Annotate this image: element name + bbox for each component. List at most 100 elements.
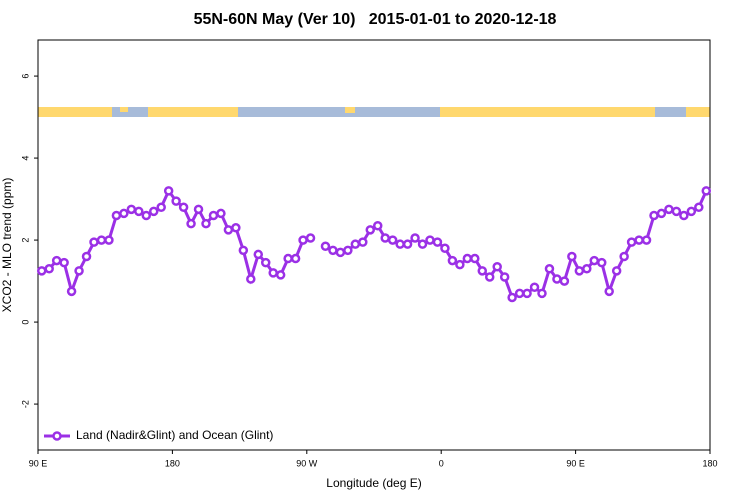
marker [163,186,174,196]
y-tick-label: 6 [20,74,30,79]
marker [574,266,585,276]
marker [671,206,682,217]
marker [231,223,241,233]
x-tick-label: 90 E [29,458,48,468]
marker [216,208,226,219]
marker [343,245,353,256]
x-tick-label: 0 [439,458,444,468]
marker [462,253,473,264]
marker [36,266,47,276]
marker [298,235,308,245]
chart-title: 55N-60N May (Ver 10) 2015-01-01 to 2020-… [194,11,557,28]
marker [694,202,704,213]
marker [567,251,577,262]
marker [552,274,562,284]
marker [193,204,204,215]
marker [514,288,525,299]
marker [522,288,532,299]
marker [447,255,458,266]
marker [365,225,376,235]
marker [104,235,114,245]
marker [89,237,99,247]
marker [111,210,122,221]
marker [186,218,196,229]
marker [268,268,278,278]
land-band [148,107,238,117]
marker [477,266,488,276]
marker [425,235,435,245]
marker [395,239,405,249]
marker [507,292,517,303]
ocean-band [38,107,710,117]
marker [81,251,92,262]
marker [679,210,689,221]
marker [611,266,622,276]
marker [178,202,189,213]
marker [380,233,390,243]
marker [96,235,107,245]
marker [171,196,181,206]
land-band [38,107,112,117]
marker [208,210,219,221]
marker [529,282,540,292]
marker [664,204,674,215]
marker [537,288,547,299]
marker [290,253,301,264]
marker [66,286,77,297]
land-band [686,107,710,117]
y-tick-label: 2 [20,238,30,243]
marker [246,274,256,284]
land-ocean-strip [38,107,710,117]
marker [223,225,234,235]
marker [59,257,69,268]
marker [156,202,166,213]
marker [134,206,144,217]
marker [44,264,54,274]
marker [328,245,338,256]
marker [275,270,286,280]
marker [283,253,293,264]
marker [440,243,450,254]
y-tick-label: 0 [20,320,30,325]
marker [626,237,637,247]
marker [410,233,420,243]
land-band [120,107,128,112]
marker [484,272,495,282]
marker [372,220,383,231]
legend-marker [52,431,62,441]
marker [649,210,659,221]
x-tick-label: 180 [702,458,717,468]
marker [350,239,361,249]
marker [417,239,428,249]
marker [148,206,159,217]
marker [604,286,614,297]
y-tick-label: -2 [20,400,30,408]
series-line [41,187,708,300]
marker [455,259,465,270]
marker [402,239,413,249]
x-tick-label: 90 E [566,458,585,468]
land-band [440,107,655,117]
marker [641,235,652,245]
marker [141,210,152,221]
marker [253,249,264,260]
y-axis-label: XCO2 - MLO trend (ppm) [0,178,14,313]
marker [119,208,129,219]
marker [656,208,667,219]
land-band [345,107,355,113]
x-tick-label: 180 [165,458,180,468]
marker [51,255,62,266]
y-tick-label: 4 [20,156,30,161]
plot-frame [37,39,711,451]
legend-label: Land (Nadir&Glint) and Ocean (Glint) [76,428,273,442]
x-tick-label: 90 W [296,458,318,468]
marker [358,237,368,247]
marker [470,253,480,264]
marker [559,276,570,286]
marker [701,186,712,196]
x-axis-label: Longitude (deg E) [326,476,421,490]
marker [74,266,84,276]
marker [126,204,137,215]
marker [589,255,600,266]
